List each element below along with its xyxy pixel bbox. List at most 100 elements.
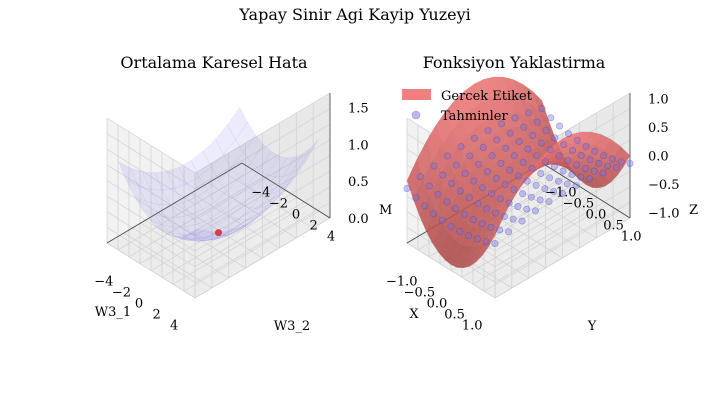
- loss-surface-patch: [130, 167, 151, 190]
- prediction-point: [515, 138, 523, 146]
- loss-surface-patch: [141, 208, 163, 226]
- loss-y-tick-label: 4: [327, 230, 335, 245]
- prediction-point: [582, 142, 590, 150]
- loss-surface-patch: [282, 153, 304, 178]
- loss-surface-patch: [227, 107, 248, 141]
- prediction-point: [590, 167, 598, 175]
- loss-x-axis-line: [106, 162, 243, 244]
- prediction-point: [479, 144, 487, 152]
- loss-surface-patch: [254, 200, 275, 219]
- prediction-point: [577, 173, 585, 181]
- loss-surface-patch: [286, 159, 307, 186]
- approx-y-axis-label: Y: [587, 319, 597, 334]
- loss-surface-patch: [210, 154, 232, 181]
- loss-surface-patch: [194, 190, 216, 210]
- loss-grid-line: [106, 164, 196, 221]
- prediction-point: [568, 147, 576, 155]
- prediction-point: [496, 195, 504, 203]
- loss-surface-patch: [238, 162, 260, 187]
- prediction-point: [510, 186, 518, 194]
- prediction-point: [514, 203, 522, 211]
- prediction-point: [531, 207, 539, 215]
- loss-grid-line: [106, 148, 196, 205]
- loss-z-tick-label: 1.0: [348, 138, 369, 153]
- loss-surface-patch: [198, 218, 219, 231]
- loss-y-axis-line: [241, 162, 331, 219]
- loss-surface-patch: [210, 210, 231, 225]
- loss-surface-patch: [193, 230, 215, 239]
- loss-surface-patch: [258, 190, 280, 209]
- loss-y-tick-label: −4: [251, 186, 270, 201]
- loss-surface-patch: [209, 234, 231, 241]
- prediction-point: [465, 194, 473, 202]
- prediction-point: [439, 171, 447, 179]
- prediction-point: [447, 222, 455, 230]
- loss-surface-patch: [246, 169, 268, 192]
- prediction-point: [523, 205, 531, 213]
- loss-y-tick-label: −2: [269, 197, 288, 212]
- approx-grid-line: [483, 210, 620, 292]
- prediction-point: [599, 169, 607, 177]
- prediction-point: [555, 152, 563, 160]
- loss-surface-patch: [234, 217, 255, 230]
- prediction-point: [586, 156, 594, 164]
- prediction-point: [484, 127, 492, 135]
- loss-surface-patch: [234, 185, 256, 206]
- prediction-point: [558, 189, 566, 197]
- prediction-point: [488, 152, 496, 160]
- loss-surface-patch: [246, 205, 268, 221]
- prediction-point: [523, 177, 531, 185]
- loss-grid-line: [194, 139, 331, 221]
- loss-grid-line: [194, 217, 331, 299]
- loss-z-axis-label: M: [379, 203, 392, 218]
- loss-surface-patch: [165, 216, 187, 228]
- loss-surface-patch: [180, 233, 203, 240]
- loss-surface-patch: [231, 152, 252, 179]
- prediction-point: [470, 177, 478, 185]
- prediction-point: [556, 122, 564, 130]
- prediction-point: [612, 164, 620, 172]
- prediction-point: [434, 190, 442, 198]
- loss-surface-patch: [190, 209, 211, 225]
- loss-surface-patch: [198, 166, 220, 191]
- loss-surface-patch: [262, 193, 283, 214]
- loss-surface-patch: [189, 237, 211, 242]
- loss-surface-patch: [237, 216, 259, 231]
- approx-z-tick-label: 1.0: [648, 93, 669, 108]
- prediction-point: [560, 141, 568, 149]
- loss-y-tick-label: 0: [292, 208, 300, 223]
- loss-grid-line: [224, 172, 314, 229]
- true-surface-patch: [604, 138, 621, 158]
- prediction-point: [502, 144, 510, 152]
- prediction-point: [456, 187, 464, 195]
- prediction-point: [491, 240, 499, 248]
- approx-y-tick-label: 0.0: [586, 208, 607, 223]
- loss-surface-patch: [214, 191, 236, 211]
- prediction-point: [554, 177, 562, 185]
- loss-surface-patch: [182, 197, 203, 215]
- prediction-point: [538, 105, 546, 113]
- approx-grid-line: [508, 182, 597, 239]
- loss-surface-patch: [205, 235, 226, 241]
- prediction-point: [448, 180, 456, 188]
- prediction-point: [457, 143, 465, 151]
- prediction-point: [550, 163, 558, 171]
- true-surface-patch: [498, 196, 515, 226]
- loss-x-tick-label: −2: [112, 286, 131, 301]
- prediction-point: [591, 147, 599, 155]
- prediction-point: [505, 199, 513, 207]
- prediction-point: [466, 152, 474, 160]
- prediction-point: [506, 129, 514, 137]
- prediction-point: [536, 196, 544, 204]
- true-surface-patch: [594, 134, 611, 151]
- true-surface-patch: [555, 133, 573, 151]
- legend-swatch-pred: [411, 110, 421, 120]
- loss-surface-patch: [197, 238, 219, 242]
- loss-surface-patch: [251, 144, 272, 171]
- approx-x-tick-label: −1.0: [386, 275, 418, 290]
- loss-grid-line: [106, 133, 196, 189]
- prediction-point: [483, 205, 491, 213]
- loss-surface-patch: [250, 206, 271, 224]
- loss-surface-patch: [150, 189, 171, 206]
- prediction-point: [478, 220, 486, 228]
